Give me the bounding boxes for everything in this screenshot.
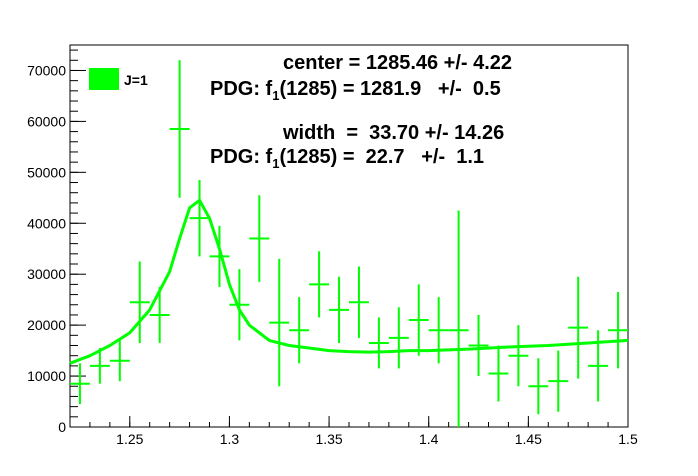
data-point (209, 225, 230, 287)
data-point (528, 358, 549, 415)
pdg-center-subscript: 1 (272, 88, 280, 103)
y-tick-label: 40000 (27, 215, 66, 231)
x-tick-label: 1.4 (419, 431, 439, 447)
data-point (189, 179, 210, 257)
data-point (309, 251, 330, 318)
pdg-center-prefix: PDG: f (210, 78, 273, 100)
data-point (508, 325, 529, 387)
y-tick-label: 20000 (27, 317, 66, 333)
data-point (468, 314, 489, 377)
data-point (269, 258, 290, 387)
x-tick-label: 1.45 (515, 431, 542, 447)
data-point (548, 350, 569, 412)
legend-label: J=1 (124, 72, 148, 88)
data-points-layer (70, 60, 628, 427)
data-point (289, 297, 310, 364)
data-point (89, 348, 110, 384)
data-point (129, 261, 150, 343)
legend-swatch (89, 68, 119, 90)
y-tick-label: 30000 (27, 266, 66, 282)
data-point (368, 317, 389, 369)
data-point (408, 284, 429, 356)
data-point (249, 195, 270, 282)
data-point (568, 276, 589, 379)
y-tick-label: 10000 (27, 368, 66, 384)
x-tick-label: 1.3 (220, 431, 240, 447)
data-point (388, 307, 409, 369)
data-point (70, 363, 90, 405)
data-point (448, 210, 469, 427)
legend: J=1 (82, 62, 164, 100)
pdg-center-suffix: (1285) = 1281.9 +/- 0.5 (279, 78, 501, 100)
x-tick-label: 1.5 (618, 431, 638, 447)
data-point (329, 276, 349, 343)
data-point (608, 292, 628, 369)
y-tick-label: 70000 (27, 62, 66, 78)
fit-curve-layer (69, 198, 629, 365)
pdg-width-prefix: PDG: f (210, 146, 273, 168)
fit-curve (69, 198, 629, 365)
x-tick-label: 1.35 (315, 431, 342, 447)
y-tick-label: 50000 (27, 164, 66, 180)
data-point (149, 286, 170, 343)
axis-ticks: 1.25 1.3 1.35 1.4 1.45 1.5 0 10000 20000 30000 400… (27, 49, 638, 447)
x-tick-label: 1.25 (116, 431, 143, 447)
width-annotation: width = 33.70 +/- 14.26 (283, 122, 505, 144)
data-point (488, 345, 509, 402)
y-tick-label: 60000 (27, 113, 66, 129)
pdg-width-suffix: (1285) = 22.7 +/- 1.1 (279, 146, 485, 168)
data-point (229, 269, 250, 341)
data-point (428, 297, 449, 364)
data-point (349, 266, 369, 338)
pdg-center-annotation: PDG: f1(1285) = 1281.9 +/- 0.5 (210, 78, 501, 103)
data-point (109, 340, 130, 382)
pdg-width-annotation: PDG: f1(1285) = 22.7 +/- 1.1 (210, 146, 484, 171)
y-tick-label: 0 (58, 419, 66, 435)
data-point (169, 60, 190, 198)
data-point (588, 330, 609, 402)
pdg-width-subscript: 1 (272, 156, 280, 171)
center-annotation: center = 1285.46 +/- 4.22 (283, 52, 513, 74)
